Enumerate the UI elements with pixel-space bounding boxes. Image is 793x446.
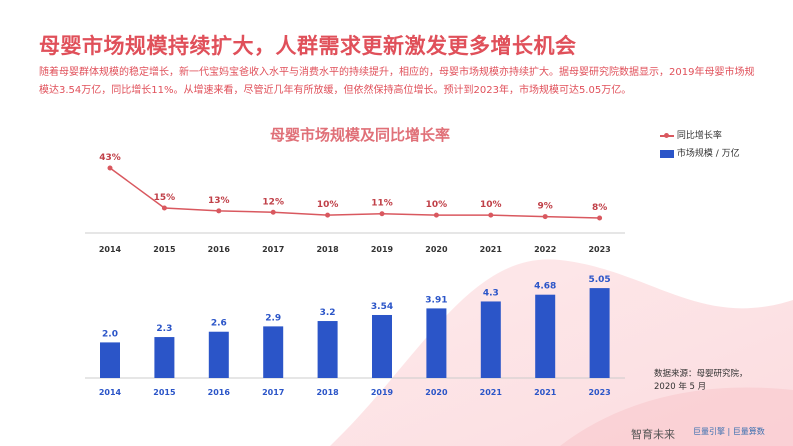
x-tick-label: 2017 [262, 245, 284, 254]
bar-value-label: 5.05 [588, 275, 610, 285]
x-tick-label: 2019 [371, 245, 394, 254]
x-tick-label: 2022 [534, 245, 556, 254]
growth-point [107, 165, 113, 171]
legend-label: 市场规模 / 万亿 [676, 149, 740, 159]
source-date: 2020 年 5 月 [654, 382, 707, 392]
bar-value-label: 3.2 [320, 308, 336, 318]
growth-label: 10% [480, 200, 502, 210]
market-size-bar [208, 331, 229, 378]
growth-label: 12% [262, 197, 284, 207]
legend-label: 同比增长率 [676, 131, 722, 141]
legend-growth: 同比增长率 [660, 128, 722, 141]
market-size-bar [480, 301, 501, 378]
growth-label: 8% [592, 203, 607, 213]
partner-logos: 巨量引擎 | 巨量算数 [693, 427, 765, 436]
x-tick-label: 2016 [208, 388, 231, 397]
chart-title: 母婴市场规模及同比增长率 [269, 126, 450, 144]
market-size-bar [317, 321, 338, 378]
logo-juliang-suanshu: 巨量算数 [732, 427, 765, 436]
growth-point [325, 212, 331, 218]
x-tick-label: 2021 [534, 388, 557, 397]
market-size-bar [535, 294, 556, 378]
x-tick-label: 2014 [99, 388, 122, 397]
bar-value-label: 2.6 [211, 319, 227, 329]
growth-label: 11% [371, 199, 393, 209]
x-tick-label: 2016 [208, 245, 231, 254]
bar-value-label: 2.0 [102, 329, 118, 339]
x-tick-label: 2017 [262, 388, 284, 397]
x-tick-label: 2018 [316, 388, 339, 397]
growth-point [379, 211, 385, 217]
x-tick-label: 2018 [316, 245, 339, 254]
bar-value-label: 2.3 [156, 324, 172, 334]
growth-point [488, 212, 494, 218]
page-title: 母婴市场规模持续扩大，人群需求更新激发更多增长机会 [39, 34, 577, 58]
growth-point [270, 209, 276, 215]
bar-value-label: 3.54 [371, 302, 393, 312]
growth-point [542, 214, 548, 220]
growth-label: 10% [317, 200, 339, 210]
brand-name: 智育未来 [631, 428, 675, 441]
x-tick-label: 2015 [153, 388, 176, 397]
market-size-bar [372, 314, 392, 378]
logo-juliang-engine: 巨量引擎 [693, 427, 725, 436]
growth-point [597, 215, 603, 221]
source-line: 数据来源：母婴研究院， [654, 369, 748, 379]
x-tick-label: 2020 [425, 388, 448, 397]
x-tick-label: 2021 [480, 245, 503, 254]
legend-size: 市场规模 / 万亿 [660, 146, 740, 159]
x-tick-label: 2020 [425, 245, 448, 254]
growth-label: 15% [154, 193, 176, 203]
legend-line-icon [660, 132, 674, 138]
market-size-bar [426, 308, 447, 378]
bar-value-label: 4.3 [483, 288, 499, 298]
growth-label: 9% [538, 202, 553, 212]
growth-label: 13% [208, 196, 230, 206]
market-size-bar [100, 342, 120, 378]
x-tick-label: 2023 [588, 388, 610, 397]
growth-label: 10% [426, 200, 448, 210]
growth-point [433, 212, 439, 218]
x-tick-label: 2015 [153, 245, 176, 254]
x-tick-label: 2019 [371, 388, 394, 397]
market-size-bar [154, 337, 175, 378]
bar-value-label: 2.9 [265, 313, 281, 323]
growth-point [216, 208, 222, 214]
x-tick-label: 2021 [480, 388, 503, 397]
legend-bar-icon [660, 149, 674, 158]
data-source: 数据来源：母婴研究院， 2020 年 5 月 [654, 368, 748, 394]
bar-value-label: 3.91 [425, 295, 447, 305]
bar-value-label: 4.68 [534, 282, 556, 292]
market-size-bar [589, 288, 610, 378]
growth-label: 43% [99, 153, 121, 163]
growth-point [161, 205, 167, 211]
market-size-bar [263, 326, 284, 378]
description: 随着母婴群体规模的稳定增长，新一代宝妈宝爸收入水平与消费水平的持续提升，相应的，… [39, 67, 755, 96]
x-tick-label: 2023 [588, 245, 610, 254]
growth-line [109, 167, 600, 219]
x-tick-label: 2014 [99, 245, 122, 254]
